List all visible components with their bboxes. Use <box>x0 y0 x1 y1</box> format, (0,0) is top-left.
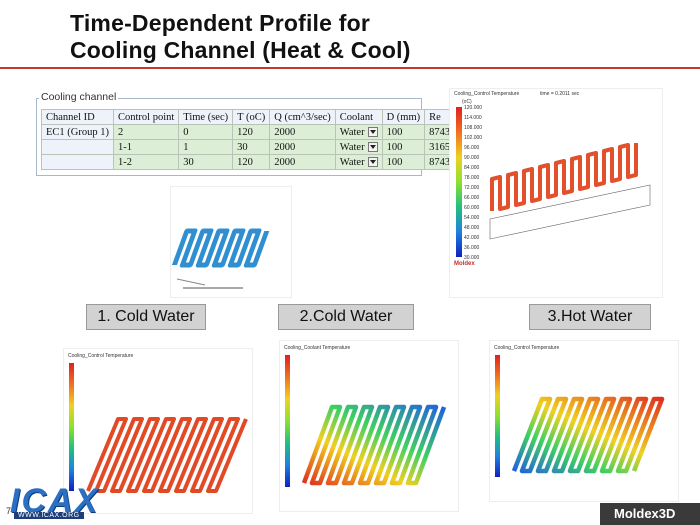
scale-label: 30.000 <box>464 255 480 261</box>
slide-title: Time-Dependent Profile for Cooling Chann… <box>70 10 411 64</box>
result-panel-bottom-right: Cooling_Control Temperature <box>489 340 679 502</box>
coolant-value: Water <box>339 156 365 168</box>
cell-coolant[interactable]: Water <box>334 139 383 155</box>
scale-label: 66.000 <box>464 195 480 201</box>
chevron-down-icon[interactable] <box>367 142 378 153</box>
scale-label: 72.000 <box>464 185 480 191</box>
cell-diameter[interactable]: 100 <box>381 139 426 155</box>
cell-temperature[interactable]: 120 <box>232 154 271 170</box>
header-coolant: Coolant <box>334 109 383 125</box>
table-row: 1-1 1 30 2000 Water 100 31651.2 <box>41 139 469 155</box>
table-row: 1-2 30 120 2000 Water 100 87438.3 <box>41 154 469 170</box>
scale-label: 48.000 <box>464 225 480 231</box>
cell-time[interactable]: 0 <box>178 124 234 140</box>
hot-channel-plot-bottom <box>511 396 665 474</box>
color-scale-bar <box>495 355 500 477</box>
chevron-down-icon[interactable] <box>367 127 378 138</box>
header-channel-id: Channel ID <box>41 109 114 125</box>
cell-control-point[interactable]: 1-2 <box>112 154 180 170</box>
cell-temperature[interactable]: 120 <box>232 124 271 140</box>
label-cold-water-1: 1. Cold Water <box>86 304 206 330</box>
cell-coolant[interactable]: Water <box>334 154 383 170</box>
cell-coolant[interactable]: Water <box>334 124 383 140</box>
logo-url: WWW.ICAX.ORG <box>14 512 84 519</box>
cell-control-point[interactable]: 1-1 <box>112 139 180 155</box>
color-scale-bar <box>285 355 290 487</box>
slide-title-line1: Time-Dependent Profile for <box>70 10 370 36</box>
header-diameter: D (mm) <box>381 109 426 125</box>
channel-mesh-preview <box>170 186 292 298</box>
panel-title: Cooling_Control Temperature <box>494 345 560 351</box>
panel-brand: Moldex <box>454 261 475 267</box>
cell-time[interactable]: 30 <box>178 154 234 170</box>
panel-title: Cooling_Control Temperature <box>454 91 520 97</box>
cell-flow-rate[interactable]: 2000 <box>269 139 336 155</box>
scale-label: 90.000 <box>464 155 480 161</box>
cell-time[interactable]: 1 <box>178 139 234 155</box>
table-legend: Cooling channel <box>39 91 119 103</box>
hot-channel-plot <box>489 143 651 240</box>
result-panel-bottom-middle: Cooling_Coolant Temperature <box>279 340 459 512</box>
coolant-value: Water <box>339 141 365 153</box>
header-temperature: T (oC) <box>232 109 271 125</box>
moldex3d-brand: Moldex3D <box>600 503 700 525</box>
brand-text: Moldex3D <box>614 506 676 521</box>
scale-label: 102.000 <box>464 135 483 141</box>
icax-logo: ICAX WWW.ICAX.ORG <box>4 482 124 522</box>
scale-label: 42.000 <box>464 235 480 241</box>
cell-flow-rate[interactable]: 2000 <box>269 154 336 170</box>
header-time: Time (sec) <box>178 109 234 125</box>
cell-control-point[interactable]: 2 <box>112 124 180 140</box>
title-divider <box>0 67 700 69</box>
scale-label: 96.000 <box>464 145 480 151</box>
cell-diameter[interactable]: 100 <box>381 154 426 170</box>
color-scale-bar <box>69 363 74 491</box>
cell-diameter[interactable]: 100 <box>381 124 426 140</box>
cooling-channel-table: Channel ID Control point Time (sec) T (o… <box>41 109 469 170</box>
table-row: EC1 (Group 1) 2 0 120 2000 Water 100 874… <box>41 124 469 140</box>
label-cold-water-2: 2.Cold Water <box>278 304 414 330</box>
color-scale-labels: 120.000 114.000 108.000 102.000 96.000 90.000… <box>464 105 494 261</box>
table-header-row: Channel ID Control point Time (sec) T (o… <box>41 109 469 125</box>
channel-mesh-illustration <box>171 228 270 289</box>
cell-channel-id <box>41 154 114 170</box>
scale-label: 120.000 <box>464 105 483 111</box>
cell-channel-id <box>41 139 114 155</box>
result-panel-top-right: Cooling_Control Temperature time = 0.201… <box>449 88 663 298</box>
result-panel-bottom-left: Cooling_Control Temperature <box>63 348 253 514</box>
scale-label: 114.000 <box>464 115 482 121</box>
header-control-point: Control point <box>112 109 180 125</box>
label-hot-water: 3.Hot Water <box>529 304 651 330</box>
scale-label: 108.000 <box>464 125 483 131</box>
scale-label: 36.000 <box>464 245 480 251</box>
panel-unit: (oC) <box>462 99 472 105</box>
cell-flow-rate[interactable]: 2000 <box>269 124 336 140</box>
scale-label: 78.000 <box>464 175 480 181</box>
page-number: 7 <box>6 506 12 516</box>
coolant-value: Water <box>339 126 365 138</box>
panel-title: Cooling_Coolant Temperature <box>284 345 351 351</box>
panel-time: time = 0.2011 sec <box>540 91 580 97</box>
header-flow-rate: Q (cm^3/sec) <box>269 109 336 125</box>
cooling-channel-table-panel: Cooling channel Channel ID Control point… <box>36 91 469 176</box>
slide-title-line2: Cooling Channel (Heat & Cool) <box>70 37 411 63</box>
scale-label: 84.000 <box>464 165 480 171</box>
color-scale-bar <box>456 107 462 257</box>
panel-title: Cooling_Control Temperature <box>68 353 134 359</box>
scale-label: 60.000 <box>464 205 480 211</box>
scale-label: 54.000 <box>464 215 480 221</box>
cell-channel-id: EC1 (Group 1) <box>41 124 114 140</box>
cell-temperature[interactable]: 30 <box>232 139 271 155</box>
chevron-down-icon[interactable] <box>367 157 378 168</box>
cold-channel-plot-2 <box>301 404 447 486</box>
cold-channel-plot-1 <box>86 417 248 493</box>
